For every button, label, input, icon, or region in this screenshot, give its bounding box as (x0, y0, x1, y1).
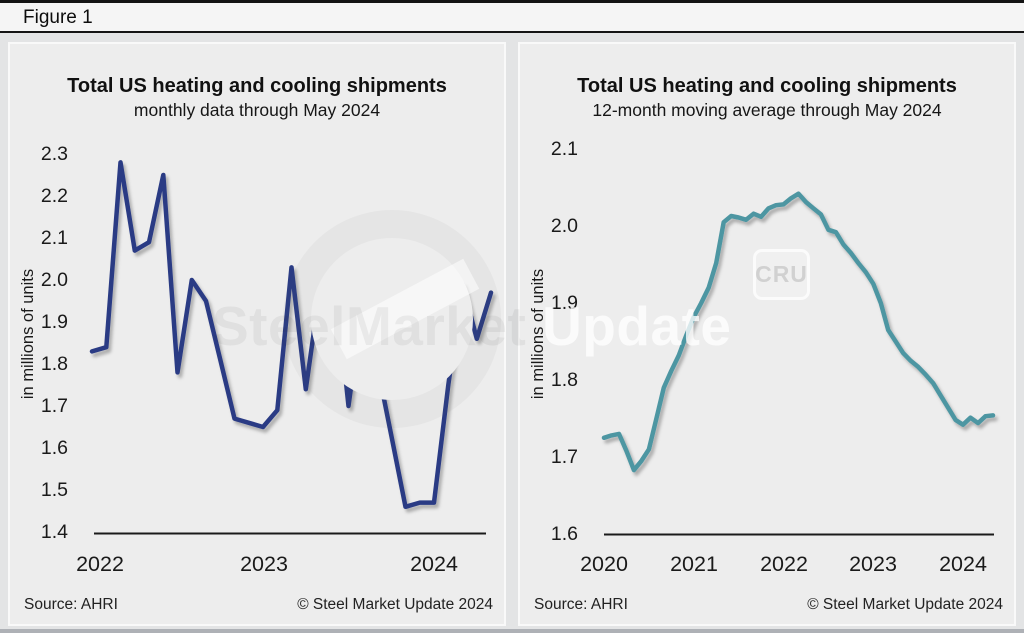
y-tick-label: 2.1 (551, 138, 578, 160)
chart-subtitle: 12-month moving average through May 2024 (592, 100, 942, 120)
x-tick-label: 2023 (240, 552, 288, 576)
panel-footer: Source: AHRI © Steel Market Update 2024 (534, 596, 1003, 614)
y-axis-title: in millions of units (529, 269, 547, 399)
x-tick-label: 2024 (410, 552, 458, 576)
chart-panel-moving-average: Total US heating and cooling shipments 1… (518, 42, 1016, 626)
chart-title: Total US heating and cooling shipments (577, 75, 957, 97)
monthly-shipments-line-chart: 1.4 1.5 1.6 1.7 1.8 1.9 2.0 2.1 2.2 2.3 in million… (19, 143, 494, 576)
y-tick-label: 1.5 (41, 479, 68, 501)
y-tick-label: 2.3 (41, 143, 68, 165)
x-tick-label: 2024 (939, 552, 987, 576)
panel-footer: Source: AHRI © Steel Market Update 2024 (24, 596, 493, 614)
figure-header: Figure 1 (0, 3, 1024, 33)
chart-panel-monthly: Total US heating and cooling shipments m… (8, 42, 506, 626)
x-tick-label: 2021 (670, 552, 718, 576)
copyright-text: © Steel Market Update 2024 (297, 596, 493, 613)
figure-label: Figure 1 (23, 7, 93, 28)
y-tick-label: 2.1 (41, 227, 68, 249)
source-text: Source: AHRI (534, 596, 628, 613)
top-black-bar (0, 0, 1024, 3)
x-tick-label: 2022 (76, 552, 124, 576)
y-tick-label: 1.6 (41, 437, 68, 459)
y-axis-title: in millions of units (19, 269, 37, 399)
source-text: Source: AHRI (24, 596, 118, 613)
x-tick-label: 2022 (760, 552, 808, 576)
y-tick-label: 1.9 (41, 311, 68, 333)
y-tick-label: 1.7 (551, 446, 578, 468)
y-tick-label: 1.8 (551, 369, 578, 391)
data-line-series (89, 160, 494, 510)
x-tick-label: 2023 (849, 552, 897, 576)
moving-average-line-chart: 1.6 1.7 1.8 1.9 2.0 2.1 in millions of units 20… (529, 138, 996, 576)
chart-title: Total US heating and cooling shipments (67, 75, 447, 97)
y-tick-label: 2.0 (41, 269, 68, 291)
x-tick-label: 2020 (580, 552, 628, 576)
data-line-series (601, 191, 996, 473)
copyright-text: © Steel Market Update 2024 (807, 596, 1003, 613)
y-tick-label: 2.2 (41, 185, 68, 207)
chart-subtitle: monthly data through May 2024 (133, 100, 381, 120)
y-tick-label: 1.4 (41, 521, 68, 543)
y-tick-label: 1.7 (41, 395, 68, 417)
y-tick-label: 1.8 (41, 353, 68, 375)
y-tick-label: 2.0 (551, 215, 578, 237)
y-tick-label: 1.6 (551, 523, 578, 545)
y-tick-label: 1.9 (551, 292, 578, 314)
bottom-grey-strip (0, 629, 1024, 633)
